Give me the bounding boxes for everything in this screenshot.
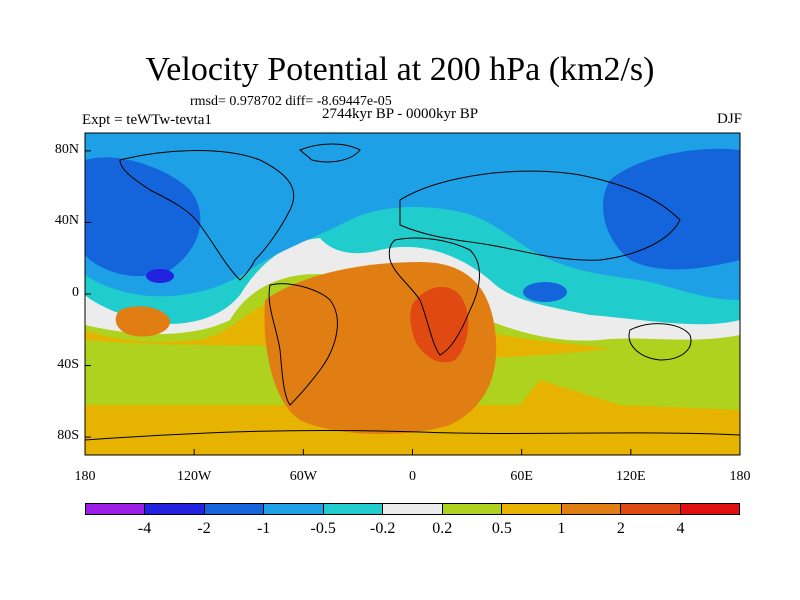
field-deep-blue-center bbox=[146, 269, 174, 283]
coast-south-america bbox=[268, 283, 338, 406]
field-blue-pacific-west bbox=[85, 157, 201, 277]
coast-greenland bbox=[299, 143, 361, 163]
x-tick-label: 180 bbox=[729, 469, 751, 484]
y-tick-label: 80S bbox=[57, 428, 79, 444]
contour-field bbox=[85, 133, 740, 455]
y-tick-label: 40S bbox=[57, 356, 79, 372]
x-tick-label: 120W bbox=[177, 469, 212, 484]
coast-antarctica bbox=[84, 429, 741, 441]
colorbar-swatch bbox=[502, 504, 562, 514]
colorbar-label: -0.5 bbox=[310, 520, 336, 537]
colorbar-swatch bbox=[204, 504, 265, 514]
colorbar-label: 0.2 bbox=[432, 520, 453, 537]
colorbar-swatch bbox=[145, 504, 205, 514]
colorbar-swatch bbox=[680, 504, 739, 514]
y-tick-label: 40N bbox=[54, 213, 79, 229]
colorbar-swatch bbox=[323, 504, 384, 514]
y-tick-marks bbox=[85, 150, 91, 438]
field-red-africa bbox=[410, 286, 469, 363]
colorbar-label: 1 bbox=[557, 520, 566, 537]
colorbar-label: 0.5 bbox=[491, 520, 512, 537]
x-tick-marks bbox=[84, 449, 741, 455]
coast-north-america bbox=[119, 150, 295, 281]
y-tick-label: 80N bbox=[54, 141, 79, 157]
colorbar bbox=[85, 503, 740, 515]
map-title: Velocity Potential at 200 hPa (km2/s) bbox=[145, 51, 655, 88]
x-tick-label: 60E bbox=[510, 469, 533, 484]
x-tick-label: 0 bbox=[409, 469, 416, 484]
coast-africa bbox=[388, 237, 480, 356]
field-orange-pacific bbox=[115, 306, 171, 337]
coast-australia bbox=[628, 323, 692, 361]
colorbar-label: -4 bbox=[137, 520, 152, 537]
x-tick-label: 120E bbox=[616, 469, 646, 484]
colorbar-swatch bbox=[561, 504, 622, 514]
colorbar-label: 2 bbox=[616, 520, 625, 537]
coastlines bbox=[84, 143, 741, 441]
colorbar-swatch bbox=[621, 504, 681, 514]
colorbar-label: -1 bbox=[256, 520, 271, 537]
season-label: DJF bbox=[716, 111, 742, 127]
x-tick-label: 60W bbox=[289, 469, 317, 484]
colorbar-swatch bbox=[264, 504, 324, 514]
colorbar-label: -0.2 bbox=[370, 520, 396, 537]
colorbar-swatch bbox=[442, 504, 503, 514]
field-blue-pacific-east bbox=[602, 148, 740, 270]
stats-text: rmsd= 0.978702 diff= -8.69447e-05 bbox=[190, 94, 392, 109]
period-label: 2744kyr BP - 0000kyr BP bbox=[322, 106, 479, 122]
colorbar-label: -2 bbox=[197, 520, 211, 537]
colorbar-label: 4 bbox=[676, 520, 685, 537]
coast-eurasia bbox=[399, 170, 681, 261]
colorbar-swatch bbox=[86, 504, 146, 514]
experiment-label: Expt = teWTw-tevta1 bbox=[82, 112, 212, 128]
field-blue-indian bbox=[523, 282, 567, 302]
x-tick-label: 180 bbox=[74, 469, 96, 484]
colorbar-swatch bbox=[383, 504, 443, 514]
y-tick-label: 0 bbox=[72, 285, 79, 300]
